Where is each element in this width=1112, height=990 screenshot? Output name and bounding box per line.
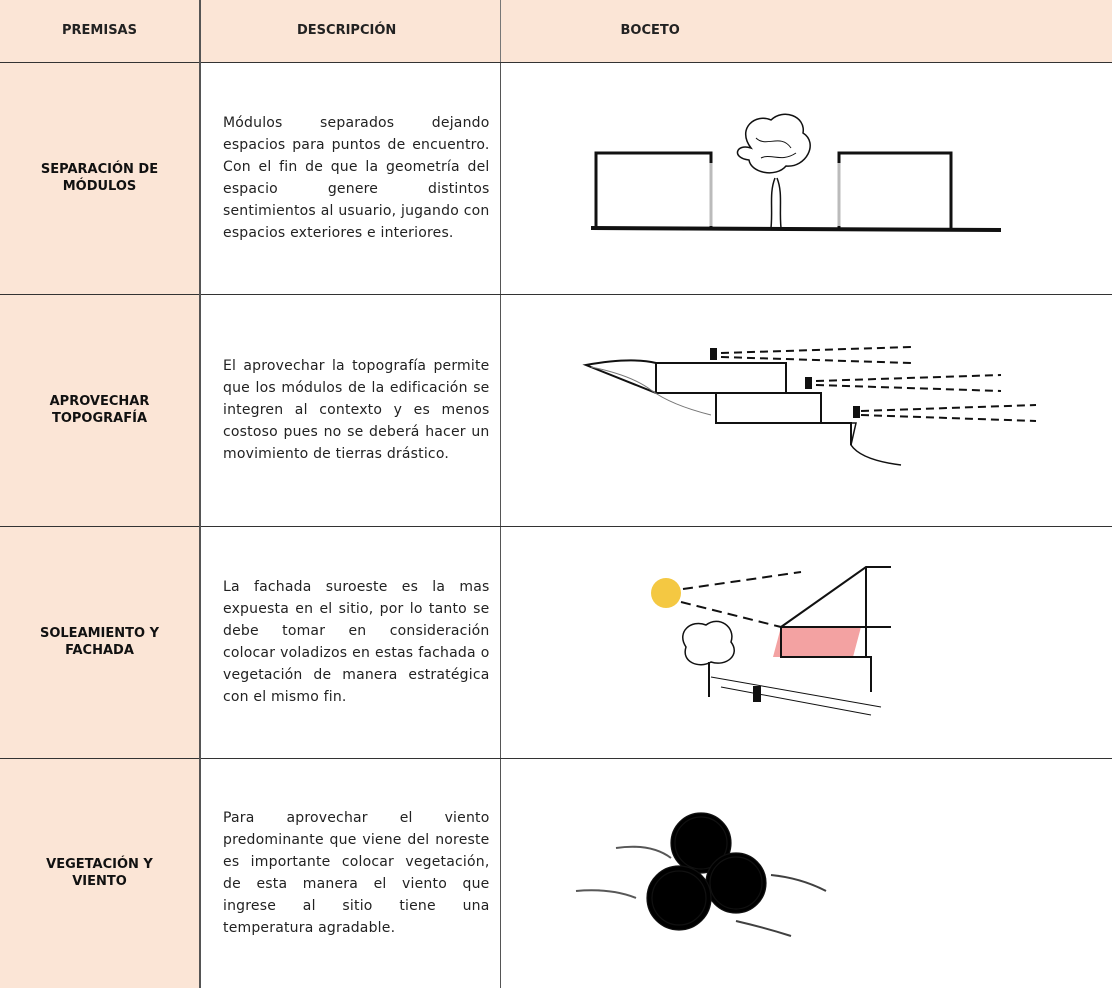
description: Módulos separados dejando espacios para … <box>223 115 490 241</box>
sketch-cell <box>500 294 1112 527</box>
description-cell: El aprovechar la topografía permite que … <box>200 294 501 527</box>
premise: SEPARACIÓN DE MÓDULOS <box>40 162 159 194</box>
description-cell: La fachada suroeste es la mas expuesta e… <box>200 526 501 759</box>
header-cell: DESCRIPCIÓN <box>200 0 501 63</box>
description: Para aprovechar el viento predominante q… <box>223 810 490 937</box>
header-cell: BOCETO <box>500 0 1112 63</box>
premise-cell: SEPARACIÓN DE MÓDULOS <box>0 62 201 295</box>
sketch-sun <box>650 566 891 716</box>
shaded-facade <box>772 627 861 657</box>
description: La fachada suroeste es la mas expuesta e… <box>223 579 490 705</box>
premise: APROVECHAR TOPOGRAFÍA <box>49 394 150 426</box>
premise-cell: VEGETACIÓN Y VIENTO <box>0 758 201 988</box>
row: VEGETACIÓN Y VIENTO Para aprovechar el v… <box>0 758 1112 988</box>
sketch-cell <box>500 62 1112 295</box>
row: SOLEAMIENTO Y FACHADA La fachada suroest… <box>0 526 1112 759</box>
row: SEPARACIÓN DE MÓDULOS Módulos separados … <box>0 62 1112 295</box>
row: APROVECHAR TOPOGRAFÍA El aprovechar la t… <box>0 294 1112 527</box>
sketch-cell <box>500 526 1112 759</box>
description: El aprovechar la topografía permite que … <box>223 358 490 462</box>
description-cell: Para aprovechar el viento predominante q… <box>200 758 501 988</box>
sketch-cell <box>500 758 1112 988</box>
sketch-topography <box>581 346 1036 466</box>
premise-cell: APROVECHAR TOPOGRAFÍA <box>0 294 201 527</box>
header-cell: PREMISAS <box>0 0 201 63</box>
description-cell: Módulos separados dejando espacios para … <box>200 62 501 295</box>
sun <box>650 578 681 608</box>
header-row: PREMISAS DESCRIPCIÓN BOCETO <box>0 0 1112 63</box>
sketch-modules <box>590 113 1001 232</box>
premise: VEGETACIÓN Y VIENTO <box>46 857 153 890</box>
premise-cell: SOLEAMIENTO Y FACHADA <box>0 526 201 759</box>
premise: SOLEAMIENTO Y FACHADA <box>39 626 160 658</box>
sketch-wind <box>575 812 826 938</box>
